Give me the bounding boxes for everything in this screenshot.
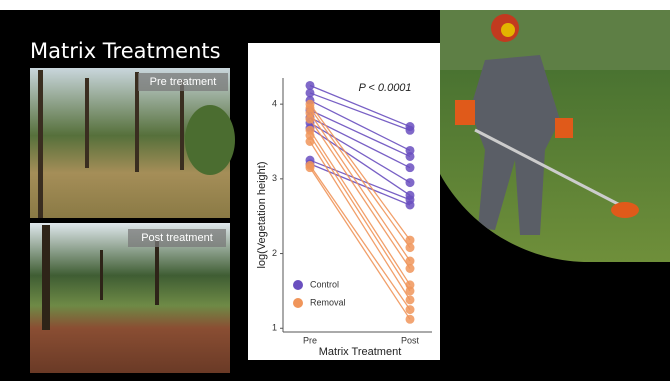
y-tick-label: 3 <box>272 173 277 183</box>
point <box>306 163 315 172</box>
point <box>406 152 415 161</box>
x-tick-label: Post <box>401 335 420 345</box>
point <box>306 137 315 146</box>
point <box>406 178 415 187</box>
y-tick-label: 4 <box>272 99 277 109</box>
y-tick-label: 2 <box>272 248 277 258</box>
x-tick-label: Pre <box>303 335 317 345</box>
slide: Matrix Treatments Pre treatment Post tre… <box>0 0 670 381</box>
point <box>406 126 415 135</box>
legend-label: Control <box>310 279 339 289</box>
x-axis-label: Matrix Treatment <box>319 346 402 358</box>
point <box>406 315 415 324</box>
y-tick-label: 1 <box>272 323 277 333</box>
slide-title: Matrix Treatments <box>30 39 221 63</box>
top-margin <box>0 0 670 10</box>
legend-label: Removal <box>310 297 346 307</box>
point <box>406 201 415 210</box>
point <box>406 305 415 314</box>
point <box>306 115 315 124</box>
photo-label: Post treatment <box>141 232 213 244</box>
annotation: P < 0.0001 <box>358 82 411 94</box>
photo-post: Post treatment <box>30 223 230 373</box>
legend-marker <box>293 280 303 290</box>
y-axis-label: log(Vegetation height) <box>256 161 268 268</box>
point <box>406 264 415 273</box>
photo-label: Pre treatment <box>150 76 217 88</box>
legend-marker <box>293 298 303 308</box>
point <box>406 295 415 304</box>
photo-pre: Pre treatment <box>30 68 235 218</box>
point <box>406 163 415 172</box>
point <box>406 243 415 252</box>
